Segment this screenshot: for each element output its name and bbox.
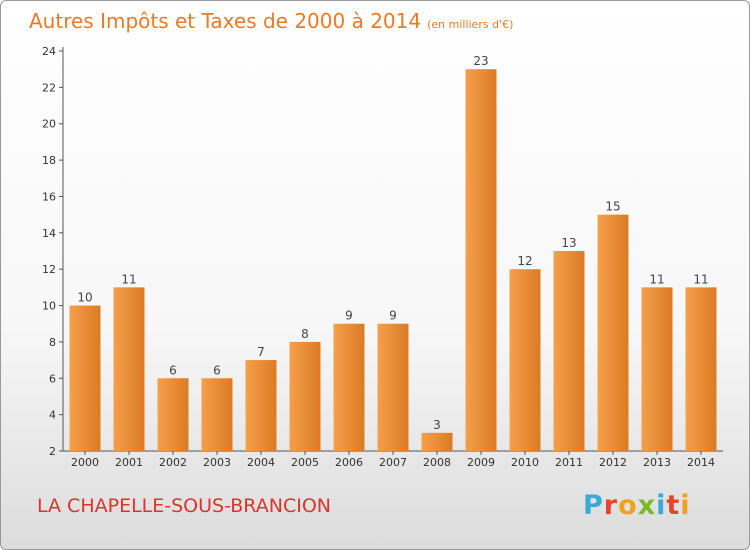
data-label: 15 — [605, 200, 620, 214]
y-tick-label: 8 — [49, 336, 56, 349]
data-label: 8 — [301, 327, 309, 341]
bar — [245, 360, 277, 451]
x-tick-label: 2001 — [115, 456, 143, 469]
data-label: 11 — [649, 272, 664, 286]
data-label: 11 — [121, 272, 136, 286]
y-tick-label: 24 — [42, 45, 56, 58]
x-tick-label: 2006 — [335, 456, 363, 469]
data-label: 13 — [561, 236, 576, 250]
logo-letter: r — [603, 490, 619, 521]
logo-letter: x — [637, 490, 657, 521]
bar — [289, 341, 321, 451]
y-tick-label: 18 — [42, 154, 56, 167]
logo-letter: i — [680, 490, 691, 521]
data-label: 9 — [389, 309, 397, 323]
x-tick-label: 2013 — [643, 456, 671, 469]
data-label: 11 — [693, 272, 708, 286]
x-tick-label: 2010 — [511, 456, 539, 469]
bar — [69, 305, 101, 451]
x-tick-label: 2014 — [687, 456, 715, 469]
logo-letter: P — [583, 490, 604, 521]
data-label: 9 — [345, 309, 353, 323]
bar — [201, 378, 233, 451]
data-label: 23 — [473, 54, 488, 68]
proxiti-logo: Proxiti — [583, 490, 691, 521]
y-tick-label: 16 — [42, 190, 56, 203]
y-tick-label: 4 — [49, 409, 56, 422]
bar — [509, 269, 541, 451]
bar — [597, 214, 629, 451]
data-label: 7 — [257, 345, 265, 359]
data-label: 12 — [517, 254, 532, 268]
bar — [157, 378, 189, 451]
x-tick-label: 2004 — [247, 456, 275, 469]
commune-name: LA CHAPELLE-SOUS-BRANCION — [37, 495, 331, 517]
x-tick-label: 2011 — [555, 456, 583, 469]
chart-title-text: Autres Impôts et Taxes de 2000 à 2014 — [29, 9, 422, 33]
bar — [641, 287, 673, 451]
y-tick-label: 14 — [42, 227, 56, 240]
data-label: 6 — [169, 363, 177, 377]
bar — [333, 323, 365, 451]
data-label: 3 — [433, 418, 441, 432]
y-tick-label: 2 — [49, 445, 56, 458]
x-tick-label: 2007 — [379, 456, 407, 469]
logo-letter: t — [666, 490, 681, 521]
x-tick-label: 2012 — [599, 456, 627, 469]
x-tick-label: 2000 — [71, 456, 99, 469]
bar — [553, 251, 585, 451]
bar — [377, 323, 409, 451]
bar — [465, 69, 497, 451]
logo-letter: i — [656, 490, 667, 521]
chart-subtitle: (en milliers d'€) — [427, 18, 514, 31]
y-tick-label: 12 — [42, 263, 56, 276]
bar — [685, 287, 717, 451]
data-label: 6 — [213, 363, 221, 377]
x-tick-label: 2003 — [203, 456, 231, 469]
bar — [421, 432, 453, 451]
y-tick-label: 22 — [42, 81, 56, 94]
x-tick-label: 2008 — [423, 456, 451, 469]
chart-title: Autres Impôts et Taxes de 2000 à 2014 (en… — [29, 9, 513, 33]
y-tick-label: 10 — [42, 300, 56, 313]
bar — [113, 287, 145, 451]
y-tick-label: 20 — [42, 118, 56, 131]
x-tick-label: 2002 — [159, 456, 187, 469]
x-tick-label: 2005 — [291, 456, 319, 469]
x-tick-label: 2009 — [467, 456, 495, 469]
logo-letter: o — [618, 490, 638, 521]
y-tick-label: 6 — [49, 372, 56, 385]
data-label: 10 — [77, 291, 92, 305]
